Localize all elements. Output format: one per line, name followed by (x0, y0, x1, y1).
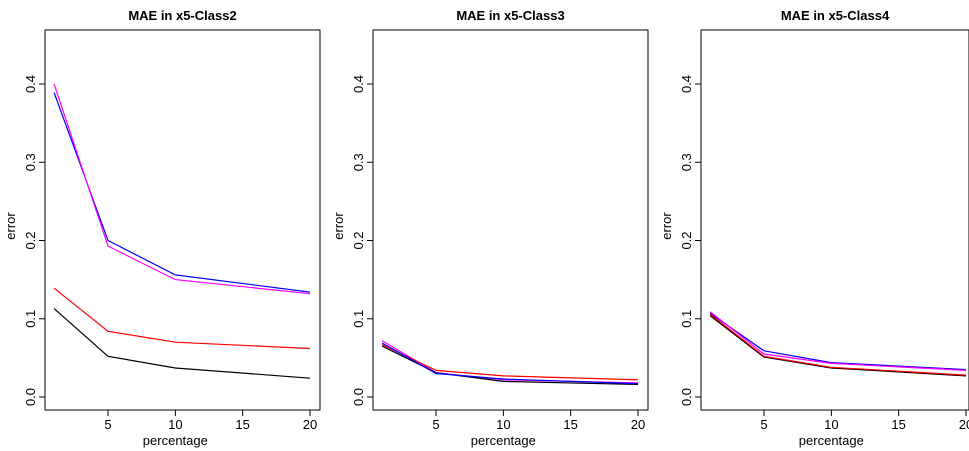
x-tick-label: 15 (235, 417, 249, 432)
x-tick-label: 5 (760, 417, 767, 432)
chart-title: MAE in x5-Class3 (456, 8, 564, 23)
y-tick-label: 0.0 (679, 388, 694, 406)
y-tick-label: 0.2 (351, 231, 366, 249)
y-tick-label: 0.3 (351, 153, 366, 171)
y-tick-label: 0.1 (23, 310, 38, 328)
chart-title: MAE in x5-Class4 (781, 8, 890, 23)
y-tick-label: 0.4 (679, 75, 694, 93)
y-axis-label: error (659, 212, 674, 240)
x-tick-label: 10 (824, 417, 838, 432)
plot-frame (372, 29, 649, 411)
series-line-2 (381, 344, 639, 381)
y-tick-label: 0.3 (679, 153, 694, 171)
y-axis-label: error (3, 212, 18, 240)
x-tick-label: 20 (959, 417, 969, 432)
x-tick-label: 15 (563, 417, 577, 432)
y-tick-label: 0.3 (23, 153, 38, 171)
plot-frame (44, 29, 321, 411)
x-axis-label: percentage (471, 433, 536, 448)
y-tick-label: 0.0 (351, 388, 366, 406)
x-tick-label: 5 (432, 417, 439, 432)
series-line-4 (53, 308, 311, 379)
x-tick-label: 20 (631, 417, 645, 432)
plot-frame (700, 29, 969, 411)
series-line-2 (709, 311, 967, 371)
y-tick-label: 0.0 (23, 388, 38, 406)
chart-panel-1: MAE in x5-Class2 5 10 15 20 percentage 0.0 0.1 0… (3, 8, 321, 448)
y-tick-label: 0.1 (679, 310, 694, 328)
x-axis-label: percentage (143, 433, 208, 448)
x-tick-label: 5 (104, 417, 111, 432)
x-axis-label: percentage (799, 433, 864, 448)
y-tick-label: 0.2 (23, 231, 38, 249)
x-tick-label: 10 (168, 417, 182, 432)
series-line-4 (709, 313, 967, 376)
chart-panel-3: MAE in x5-Class4 5 10 15 20 percentage 0.0 0.1 0… (659, 8, 969, 448)
y-tick-label: 0.4 (351, 75, 366, 93)
series-line-2 (53, 83, 311, 295)
series-line-3 (381, 345, 639, 386)
x-tick-label: 20 (303, 417, 317, 432)
x-tick-label: 15 (891, 417, 905, 432)
y-axis-label: error (331, 212, 346, 240)
series-line-1 (53, 92, 311, 293)
series-line-3 (709, 315, 967, 377)
y-tick-label: 0.4 (23, 75, 38, 93)
x-tick-label: 10 (496, 417, 510, 432)
chart-title: MAE in x5-Class2 (128, 8, 236, 23)
chart-panel-2: MAE in x5-Class3 5 10 15 20 percentage 0.0 0.1 0… (331, 8, 649, 448)
series-line-4 (381, 342, 639, 385)
y-tick-label: 0.2 (679, 231, 694, 249)
series-line-3 (53, 287, 311, 350)
series-line-1 (709, 312, 967, 371)
y-tick-label: 0.1 (351, 310, 366, 328)
